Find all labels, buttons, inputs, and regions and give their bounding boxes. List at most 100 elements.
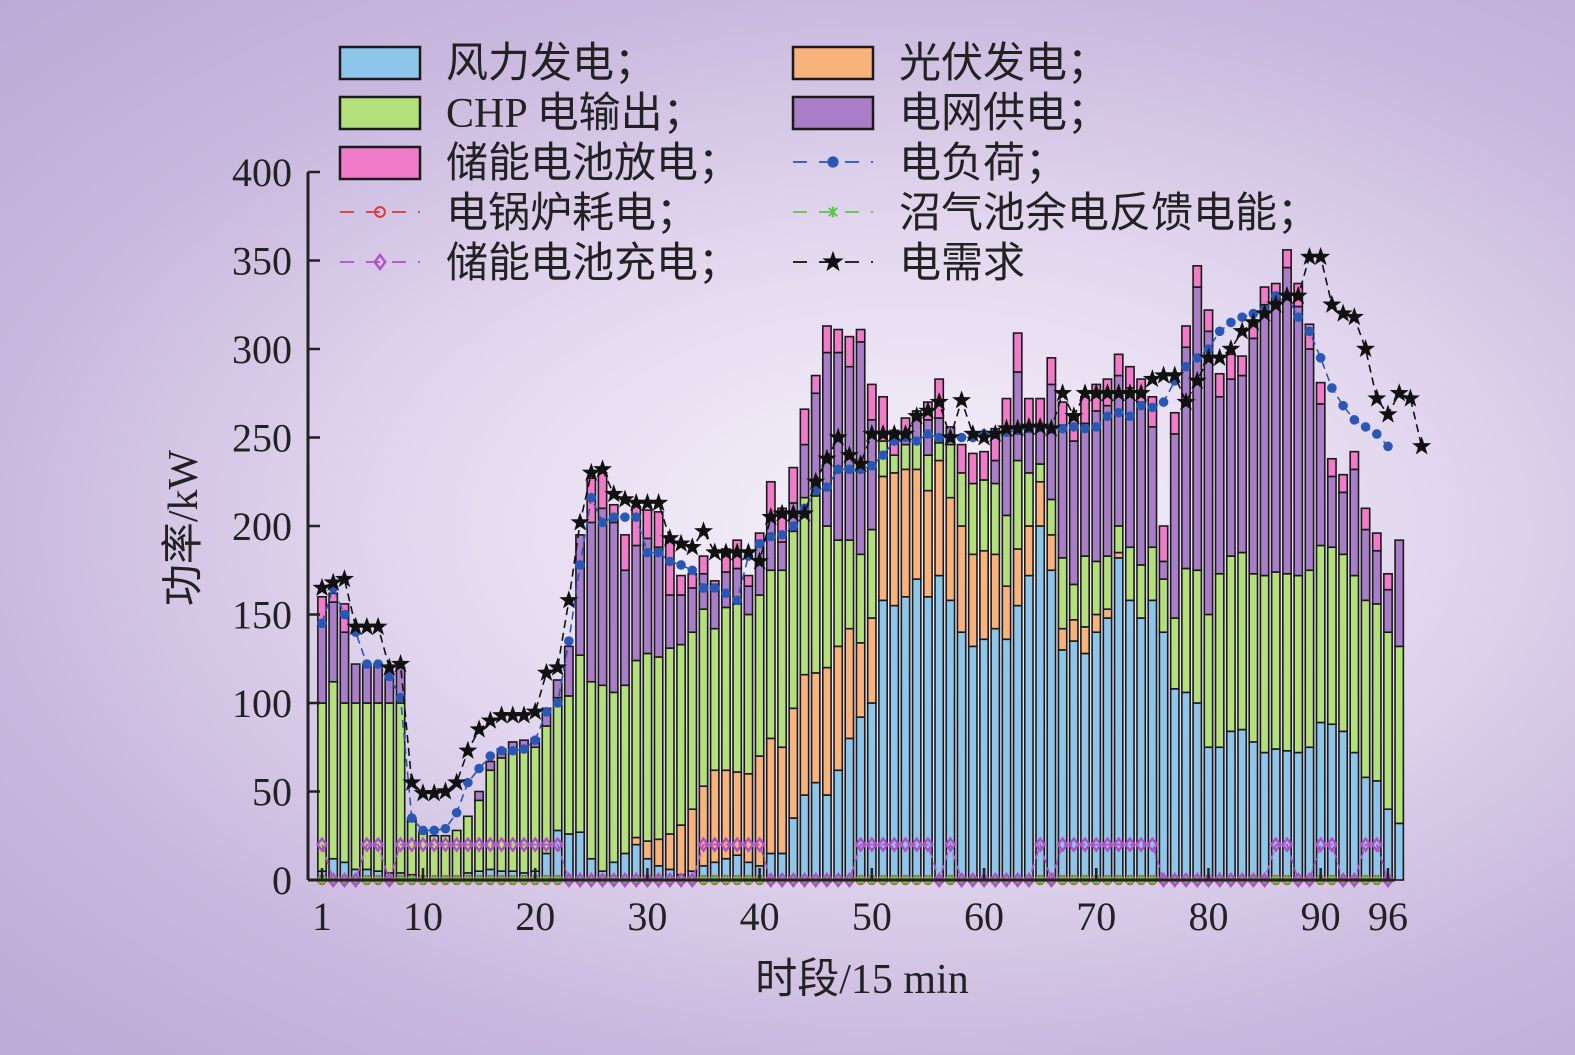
line-marker [334, 569, 354, 588]
line-marker [1064, 406, 1084, 425]
line-marker [1008, 418, 1028, 437]
line-marker [766, 531, 776, 542]
line-marker [1142, 369, 1162, 388]
bar-segment [1158, 631, 1169, 881]
bar-segment [1304, 323, 1315, 350]
bar-segment [821, 794, 832, 881]
line-marker [548, 657, 568, 676]
line-marker [530, 735, 540, 745]
line-marker [996, 418, 1016, 437]
x-tick-label: 10 [403, 894, 443, 939]
bar-segment [855, 553, 866, 644]
line-marker [686, 872, 699, 888]
line-marker [615, 489, 635, 508]
bar-segment [1237, 374, 1248, 554]
line-marker [750, 551, 770, 570]
bar-segment [1012, 332, 1023, 373]
bar-segment [1147, 426, 1158, 549]
line-marker [604, 484, 624, 503]
line-marker [1226, 317, 1236, 328]
bar-segment [361, 663, 372, 704]
line-marker [559, 590, 579, 609]
legend: 风力发电； 光伏发电； CHP 电输出； 电网供电； 储能电池放电； 电负荷； 电锅炉耗电；… [338, 41, 1319, 287]
line-marker [593, 459, 613, 478]
bar-segment [1338, 491, 1349, 556]
x-tick-label: 90 [1301, 894, 1341, 939]
bar-segment [1181, 691, 1191, 881]
bar-segment [1338, 730, 1349, 881]
line-marker [1247, 872, 1260, 888]
line-marker [653, 547, 664, 558]
line-marker [862, 423, 882, 443]
line-marker [379, 657, 399, 676]
bar-segment [1225, 378, 1236, 557]
bar-segment [1057, 557, 1068, 630]
bar-segment [496, 757, 507, 872]
bar-segment [911, 442, 922, 471]
bar-segment [878, 475, 889, 602]
line-marker [974, 427, 994, 446]
line-marker [630, 872, 643, 888]
legend-label: 储能电池放电； [446, 141, 740, 187]
line-marker [708, 836, 721, 853]
bar-segment [676, 594, 687, 646]
line-marker [1131, 383, 1151, 402]
line-marker [1338, 400, 1348, 411]
legend-label: 储能电池充电； [446, 241, 740, 287]
line-marker [1258, 872, 1271, 888]
line-marker [1157, 872, 1170, 888]
bar-segment [1315, 381, 1326, 405]
bar-segment [597, 472, 608, 510]
line-marker [787, 872, 800, 888]
line-marker [451, 807, 462, 818]
line-marker [316, 836, 328, 853]
bar-segment [1068, 583, 1079, 621]
bar-segment [1012, 548, 1023, 607]
bar-segment [821, 525, 832, 669]
legend-label: 沼气池余电反馈电能； [899, 190, 1319, 237]
legend-swatch [338, 95, 422, 131]
bar-segment [788, 817, 799, 881]
bar-segment [328, 601, 339, 683]
line-marker [1360, 422, 1371, 432]
bar-segment [631, 836, 642, 846]
bar-segment [844, 539, 855, 630]
bar-segment [575, 654, 586, 834]
line-marker [514, 705, 534, 724]
line-marker [1000, 872, 1013, 888]
line-marker [1112, 836, 1125, 853]
bar-segment [855, 642, 866, 718]
y-axis-title: 功率/kW [160, 449, 207, 606]
bar-segment [1136, 401, 1147, 566]
bar-segment [1237, 551, 1248, 731]
bar-segment [563, 645, 574, 697]
x-tick-label: 96 [1368, 894, 1408, 939]
bar-segment [328, 592, 339, 603]
line-marker [469, 719, 489, 738]
bar-segment [1338, 553, 1349, 733]
line-marker [447, 772, 467, 791]
bar-segment [1203, 309, 1214, 333]
line-series-group [312, 246, 1432, 802]
line-marker [607, 872, 620, 888]
line-marker [827, 156, 839, 168]
line-marker [338, 872, 351, 888]
line-marker [428, 836, 441, 853]
line-marker [1097, 383, 1117, 402]
bar-segment [956, 631, 967, 881]
x-tick-label: 80 [1188, 894, 1228, 939]
bar-segment [1394, 539, 1405, 648]
bar-segment [799, 496, 810, 676]
line-marker [461, 836, 474, 853]
line-marker [1213, 872, 1226, 888]
line-marker [694, 521, 714, 540]
line-marker [776, 872, 789, 888]
bar-segment [934, 459, 945, 577]
line-marker [660, 528, 680, 547]
line-marker [480, 710, 500, 729]
bar-segment [1181, 567, 1191, 694]
line-marker [676, 560, 686, 570]
line-marker [764, 872, 777, 888]
line-marker [828, 427, 848, 446]
line-marker [989, 872, 1002, 888]
